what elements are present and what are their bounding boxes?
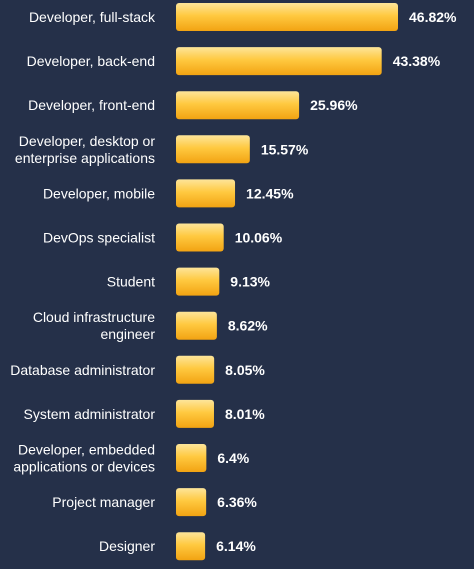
value-label-2: 25.96%	[310, 97, 358, 113]
value-label-3: 15.57%	[261, 141, 309, 157]
value-label-8: 8.05%	[225, 362, 265, 378]
value-labels: 46.82% 43.38% 25.96% 15.57% 12.45% 10.06% 9.13…	[216, 9, 457, 554]
value-label-5: 10.06%	[235, 230, 283, 246]
category-label-3: Developer, desktop or enterprise applicat…	[15, 133, 155, 166]
value-label-6: 9.13%	[230, 274, 270, 290]
value-label-9: 8.01%	[225, 406, 265, 422]
value-label-10: 6.4%	[217, 450, 249, 466]
category-label-7: Cloud infrastructure engineer	[33, 309, 155, 342]
value-label-4: 12.45%	[246, 185, 294, 201]
bar-11	[176, 488, 207, 517]
bar-10	[176, 444, 207, 472]
bar-4	[176, 179, 236, 208]
bar-8	[176, 355, 215, 384]
category-label-5: DevOps specialist	[43, 230, 155, 246]
category-label-11: Project manager	[52, 494, 155, 510]
value-label-0: 46.82%	[409, 9, 457, 25]
bar-2	[176, 91, 300, 120]
bar-5	[176, 223, 224, 252]
bar-9	[176, 399, 214, 428]
bar-0	[176, 3, 398, 31]
value-label-1: 43.38%	[393, 53, 441, 69]
bar-3	[176, 135, 250, 164]
category-label-4: Developer, mobile	[43, 185, 155, 201]
category-label-9: System administrator	[24, 406, 156, 422]
category-label-12: Designer	[99, 538, 155, 554]
category-labels: Developer, full-stack Developer, back-end…	[10, 9, 156, 554]
category-label-10: Developer, embedded applications or devic…	[13, 442, 155, 475]
value-label-12: 6.14%	[216, 538, 256, 554]
bar-6	[176, 267, 220, 296]
bars-group	[176, 3, 398, 561]
category-label-8: Database administrator	[10, 362, 155, 378]
bar-12	[176, 532, 206, 561]
value-label-7: 8.62%	[228, 318, 268, 334]
value-label-11: 6.36%	[217, 494, 257, 510]
category-label-0: Developer, full-stack	[29, 9, 156, 25]
bar-7	[176, 311, 217, 340]
category-label-1: Developer, back-end	[27, 53, 155, 69]
bar-1	[176, 47, 382, 76]
category-label-2: Developer, front-end	[28, 97, 155, 113]
category-label-6: Student	[107, 274, 155, 290]
